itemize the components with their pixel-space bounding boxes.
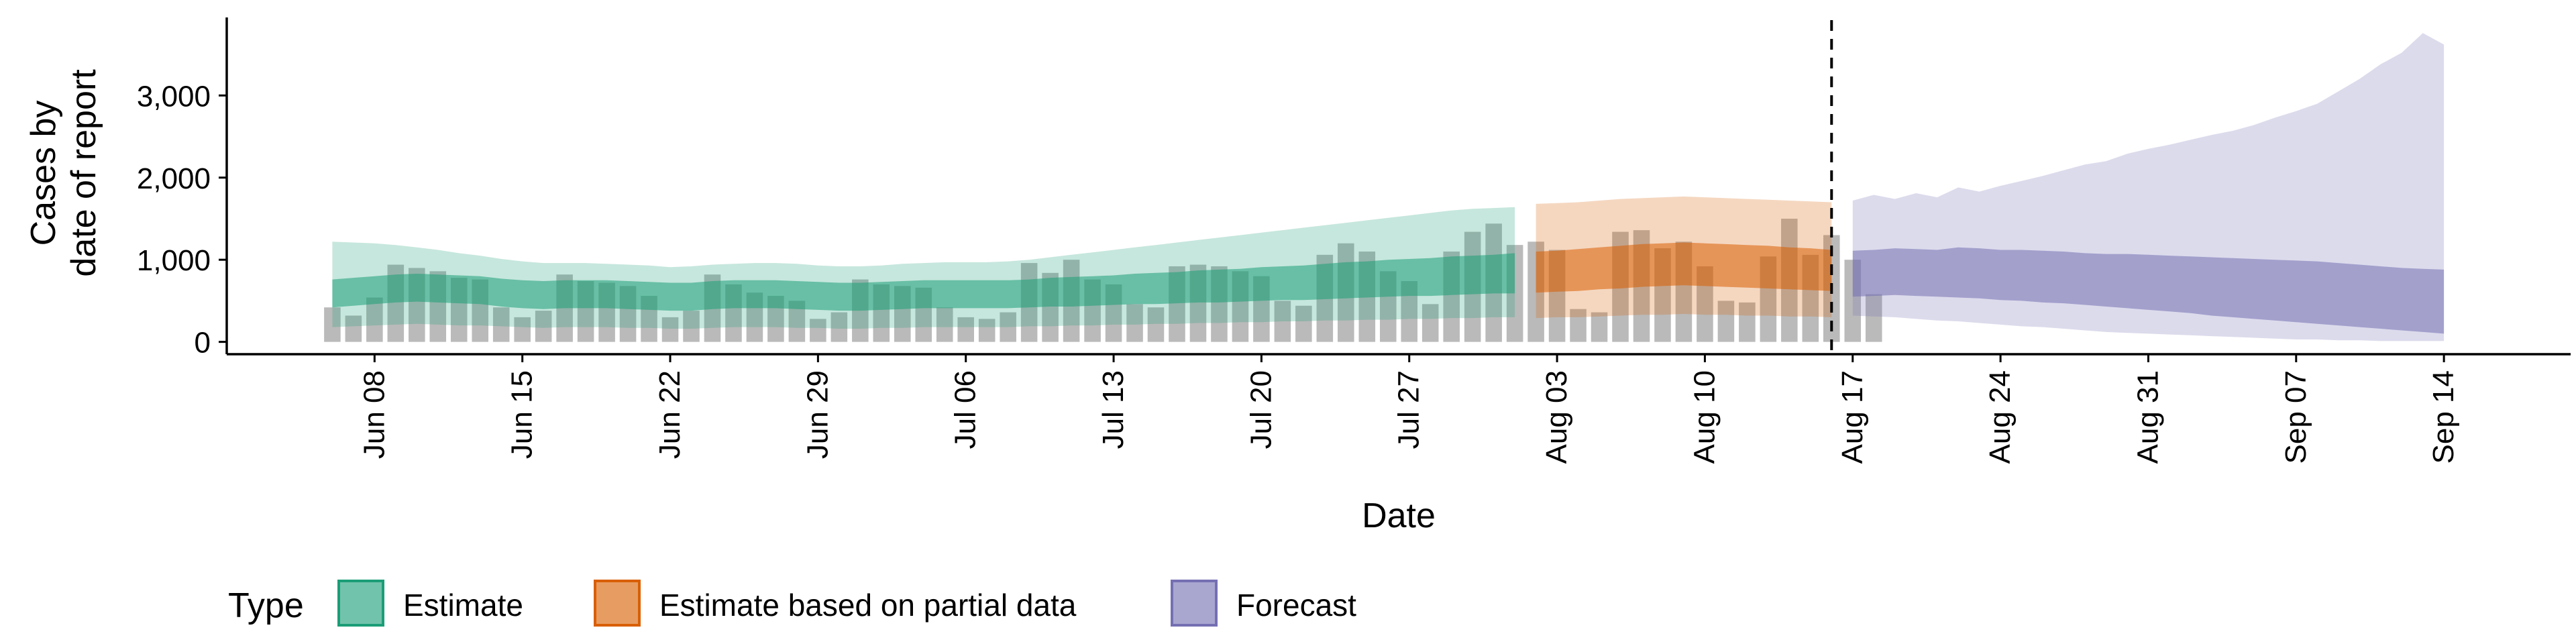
observed-bar xyxy=(830,312,848,342)
x-tick-label: Sep 14 xyxy=(2427,370,2460,464)
observed-bar xyxy=(1000,312,1016,342)
legend-swatch-estimate-based-on-partial-data xyxy=(594,580,641,627)
observed-bar xyxy=(535,311,552,342)
x-tick-label: Jul 13 xyxy=(1097,370,1130,449)
observed-bar xyxy=(492,307,510,342)
estimate-based-on-partial-data-inner-band xyxy=(1536,242,1832,293)
estimate-inner-band xyxy=(332,253,1515,311)
legend-label: Estimate xyxy=(403,588,523,623)
observed-bar xyxy=(1570,309,1587,342)
observed-bar xyxy=(324,307,341,342)
x-tick-label: Aug 03 xyxy=(1540,370,1573,464)
y-tick-label: 1,000 xyxy=(137,244,211,277)
forecast-inner-band xyxy=(1852,247,2445,334)
x-tick-label: Sep 07 xyxy=(2279,370,2312,464)
observed-bar xyxy=(1739,302,1756,342)
legend: Type Estimate Estimate based on partial d… xyxy=(228,580,1356,627)
legend-swatch-forecast xyxy=(1171,580,1218,627)
observed-bar xyxy=(1591,312,1608,342)
observed-bar xyxy=(1421,304,1439,342)
observed-bar xyxy=(1865,294,1882,342)
observed-bar xyxy=(345,315,362,342)
x-tick-label: Jun 29 xyxy=(801,370,834,459)
x-tick-label: Jun 08 xyxy=(358,370,390,459)
estimate-bands-layer xyxy=(332,33,2445,341)
legend-label: Estimate based on partial data xyxy=(659,588,1077,623)
legend-swatch-estimate xyxy=(337,580,384,627)
x-tick-label: Aug 17 xyxy=(1836,370,1869,464)
x-tick-label: Aug 31 xyxy=(2131,370,2164,464)
observed-bar xyxy=(514,317,531,342)
observed-bar xyxy=(1717,301,1735,342)
x-tick-label: Aug 10 xyxy=(1688,370,1721,464)
y-tick-label: 2,000 xyxy=(137,162,211,195)
observed-bar xyxy=(661,317,679,342)
observed-bar xyxy=(1147,307,1165,342)
observed-bar xyxy=(1274,301,1291,342)
observed-bar xyxy=(1295,305,1312,342)
x-tick-label: Jul 20 xyxy=(1244,370,1277,449)
observed-bar xyxy=(957,317,974,342)
x-axis-title: Date xyxy=(1362,496,1436,535)
observed-bar xyxy=(810,319,826,342)
x-tick-label: Aug 24 xyxy=(1984,370,2017,464)
observed-bar xyxy=(366,297,383,342)
x-tick-label: Jun 22 xyxy=(653,370,686,459)
observed-bar xyxy=(1126,304,1143,342)
y-axis-title-line-2: date of report xyxy=(64,69,103,277)
observed-bar xyxy=(936,307,953,342)
y-tick-label: 0 xyxy=(195,327,211,360)
observed-bar xyxy=(683,311,700,342)
y-axis-title-line-1: Cases by xyxy=(24,101,63,246)
axes: 0 1,000 2,000 3,000 Jun 08 Jun 15 Jun 22 Jun 29… xyxy=(137,17,2571,464)
x-tick-label: Jul 06 xyxy=(949,370,982,449)
legend-label: Forecast xyxy=(1236,588,1356,623)
legend-title: Type xyxy=(228,586,304,625)
observed-bar xyxy=(978,319,996,342)
x-tick-label: Jun 15 xyxy=(506,370,539,459)
x-tick-label: Jul 27 xyxy=(1393,370,1426,449)
y-tick-label: 3,000 xyxy=(137,80,211,113)
